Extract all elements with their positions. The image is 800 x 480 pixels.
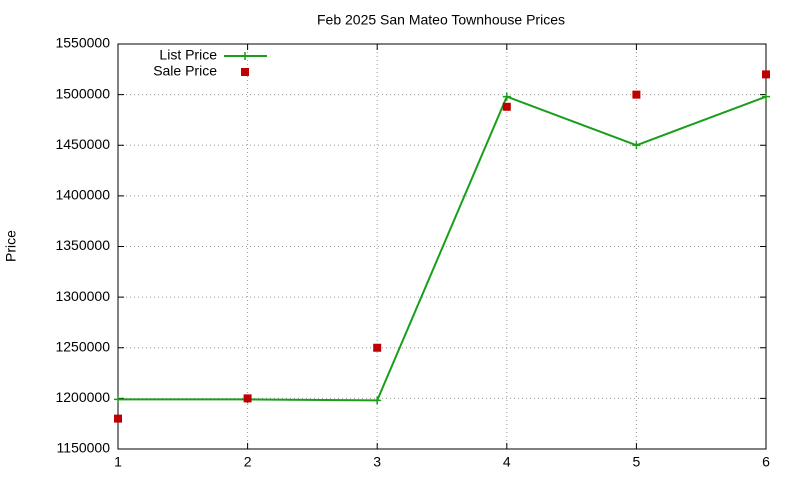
data-point [762,70,770,79]
x-tick-label: 6 [762,454,770,470]
x-tick-label: 2 [244,454,252,470]
y-tick-label: 1250000 [55,338,110,354]
plot-frame [117,43,767,450]
legend-marker [241,68,249,76]
data-point [243,394,252,403]
y-tick-label: 1550000 [55,35,110,51]
y-tick-label: 1350000 [55,237,110,253]
data-point [632,90,641,99]
x-tick-label: 5 [633,454,641,470]
y-tick-label: 1300000 [55,288,110,304]
data-point [762,92,770,101]
data-point [114,414,122,423]
data-point [502,92,511,101]
data-point [502,102,511,111]
data-point [373,343,382,352]
legend-label: Sale Price [153,63,217,79]
chart-title: Feb 2025 San Mateo Townhouse Prices [317,12,565,28]
y-tick-label: 1150000 [57,440,111,456]
x-tick-label: 1 [114,454,122,470]
y-tick-label: 1500000 [55,85,110,101]
y-tick-label: 1400000 [55,187,110,203]
y-tick-label: 1200000 [55,389,110,405]
y-axis-label: Price [3,230,19,262]
data-point [114,395,122,404]
legend-marker [241,52,249,60]
y-tick-label: 1450000 [55,136,110,152]
x-tick-label: 4 [503,454,511,470]
data-point [632,141,641,150]
data-point [373,396,382,405]
legend-label: List Price [159,47,217,63]
x-tick-label: 3 [373,454,381,470]
series-line [118,95,767,402]
